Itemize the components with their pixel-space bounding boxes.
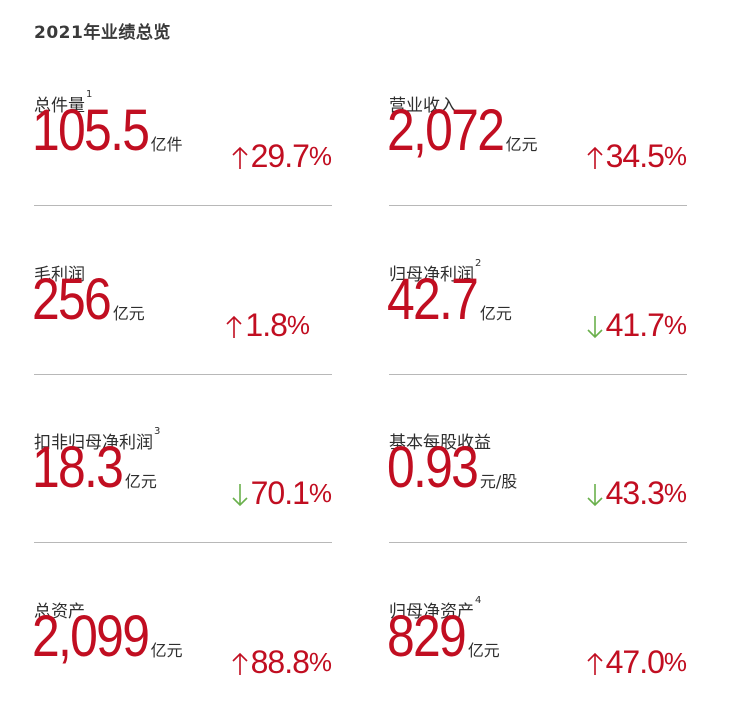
- metric-label: 基本每股收益: [389, 433, 491, 453]
- percent-sign: %: [286, 310, 310, 340]
- metric-unit: 亿件: [150, 135, 183, 154]
- change-value: 34.5: [605, 138, 665, 174]
- footnote-marker: 3: [154, 426, 161, 437]
- arrow-down-icon: [232, 484, 248, 507]
- metric-net-assets-attributable: 归母净资产4 829 亿元 47.0%: [387, 595, 687, 717]
- arrow-down-icon: [587, 316, 603, 339]
- metric-unit: 亿元: [467, 641, 500, 660]
- metric-value: 42.7: [387, 267, 479, 332]
- percent-sign: %: [308, 478, 332, 508]
- percent-sign: %: [308, 647, 332, 677]
- metric-value: 105.5: [32, 98, 150, 163]
- change-value: 41.7: [605, 307, 665, 343]
- footnote-marker: 2: [475, 258, 482, 269]
- metric-change: 70.1%: [231, 477, 332, 509]
- footnote-marker: 4: [475, 595, 482, 606]
- percent-sign: %: [663, 141, 687, 171]
- metric-revenue: 营业收入 2,072 亿元 34.5%: [387, 91, 687, 211]
- metric-label: 总件量: [34, 96, 85, 116]
- arrow-up-icon: [232, 146, 248, 169]
- metric-change: 34.5%: [586, 140, 687, 172]
- metric-change: 29.7%: [231, 140, 332, 172]
- change-value: 47.0: [605, 644, 665, 680]
- metric-net-profit-excluding-nonrecurring: 扣非归母净利润3 18.3 亿元 70.1%: [32, 426, 332, 548]
- metric-value: 829: [387, 604, 467, 669]
- metric-unit: 亿元: [112, 304, 145, 323]
- divider: [389, 542, 687, 543]
- metric-unit: 亿元: [505, 135, 538, 154]
- change-value: 70.1: [250, 475, 310, 511]
- metric-change: 47.0%: [586, 646, 687, 678]
- metric-total-assets: 总资产 2,099 亿元 88.8%: [32, 597, 332, 717]
- divider: [389, 205, 687, 206]
- divider: [389, 374, 687, 375]
- metric-change: 43.3%: [586, 477, 687, 509]
- divider: [34, 374, 332, 375]
- arrow-up-icon: [587, 652, 603, 675]
- metric-value: 2,072: [387, 98, 505, 163]
- change-value: 88.8: [250, 644, 310, 680]
- metric-change: 41.7%: [586, 309, 687, 341]
- metric-unit: 亿元: [150, 641, 183, 660]
- page-title: 2021年业绩总览: [34, 23, 171, 43]
- metric-change: 88.8%: [231, 646, 332, 678]
- metric-label: 归母净利润: [389, 265, 474, 285]
- metric-unit: 元/股: [479, 472, 518, 491]
- arrow-up-icon: [226, 315, 242, 338]
- divider: [34, 542, 332, 543]
- metric-unit: 亿元: [124, 472, 157, 491]
- divider: [34, 205, 332, 206]
- metric-label: 营业收入: [389, 96, 457, 116]
- percent-sign: %: [663, 310, 687, 340]
- metric-value: 0.93: [387, 435, 479, 500]
- percent-sign: %: [308, 141, 332, 171]
- footnote-marker: 1: [86, 89, 93, 100]
- metric-basic-eps: 基本每股收益 0.93 元/股 43.3%: [387, 428, 687, 548]
- metric-unit: 亿元: [479, 304, 512, 323]
- change-value: 43.3: [605, 475, 665, 511]
- metric-total-volume: 总件量1 105.5 亿件 29.7%: [32, 89, 332, 211]
- arrow-up-icon: [232, 652, 248, 675]
- metric-gross-profit: 毛利润 256 亿元 1.8%: [32, 260, 332, 380]
- metric-net-profit-attributable: 归母净利润2 42.7 亿元 41.7%: [387, 258, 687, 380]
- metric-label: 总资产: [34, 602, 85, 622]
- change-value: 29.7: [250, 138, 310, 174]
- percent-sign: %: [663, 478, 687, 508]
- percent-sign: %: [663, 647, 687, 677]
- metric-value: 18.3: [32, 435, 124, 500]
- metric-value: 2,099: [32, 604, 150, 669]
- arrow-up-icon: [587, 146, 603, 169]
- metric-label: 扣非归母净利润: [34, 433, 153, 453]
- metric-change: 1.8%: [225, 309, 310, 341]
- metric-value: 256: [32, 267, 112, 332]
- change-value: 1.8: [245, 307, 287, 343]
- metric-label: 归母净资产: [389, 602, 474, 622]
- metric-label: 毛利润: [34, 265, 85, 285]
- arrow-down-icon: [587, 484, 603, 507]
